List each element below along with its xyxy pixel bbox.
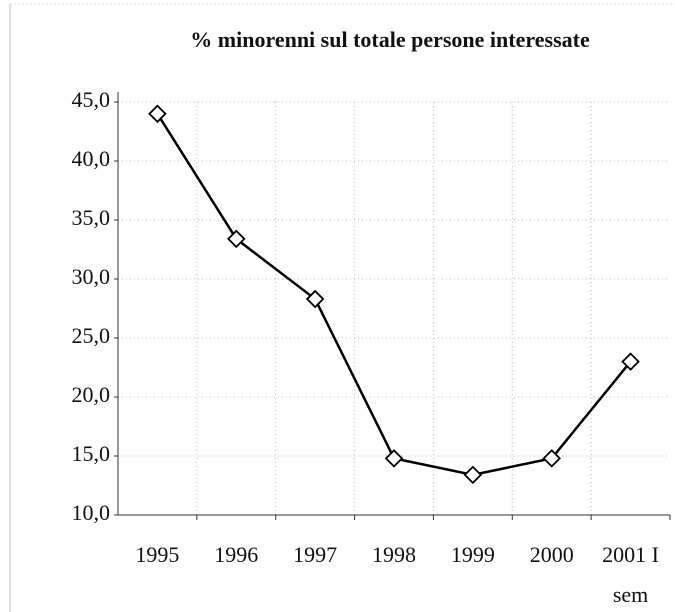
y-tick-label: 10,0 [72,500,111,525]
chart-title: % minorenni sul totale persone interessa… [190,27,590,52]
x-tick-label: 1997 [293,542,338,567]
y-tick-label: 40,0 [72,146,111,171]
y-tick-label: 45,0 [72,87,111,112]
x-tick-label: 2000 [529,542,574,567]
marker [305,289,325,309]
x-tick-label: 2001 I sem [602,542,659,607]
y-tick-label: 15,0 [72,441,111,466]
marker [621,352,640,371]
marker [227,229,246,249]
y-tick-label: 30,0 [72,264,111,289]
marker [148,104,167,124]
marker [384,449,404,468]
y-tick-label: 20,0 [72,382,111,407]
marker [463,465,483,485]
x-tick-label: 1998 [372,542,416,567]
x-tick-label: 1999 [450,542,495,567]
x-tick-label: 1996 [214,542,259,567]
y-tick-label: 35,0 [72,205,111,230]
y-tick-label: 25,0 [72,323,111,348]
x-tick-label: 1995 [135,542,180,567]
marker [542,449,561,468]
line [156,113,632,477]
